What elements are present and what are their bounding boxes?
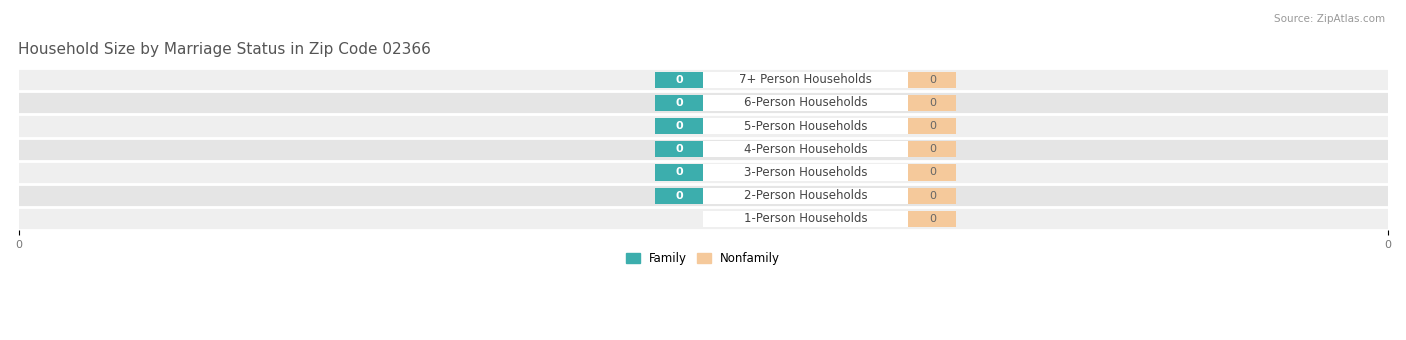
Bar (655, 141, 703, 157)
Bar (703, 71, 908, 88)
Bar (703, 141, 908, 157)
Bar (908, 211, 956, 227)
Bar (703, 211, 908, 227)
Text: 0: 0 (929, 191, 936, 201)
Text: Source: ZipAtlas.com: Source: ZipAtlas.com (1274, 14, 1385, 23)
Bar (655, 71, 703, 88)
Bar (18, 68, 1388, 91)
Text: 0: 0 (929, 144, 936, 154)
Text: 0: 0 (929, 98, 936, 108)
Bar (703, 95, 908, 111)
Text: 6-Person Households: 6-Person Households (744, 96, 868, 109)
Bar (703, 164, 908, 181)
Bar (18, 138, 1388, 161)
Bar (18, 161, 1388, 184)
Bar (655, 187, 703, 204)
Text: 0: 0 (929, 75, 936, 85)
Text: 0: 0 (675, 167, 683, 177)
Bar (655, 164, 703, 181)
Text: 0: 0 (675, 98, 683, 108)
Text: 0: 0 (675, 191, 683, 201)
Text: 3-Person Households: 3-Person Households (744, 166, 868, 179)
Legend: Family, Nonfamily: Family, Nonfamily (621, 248, 785, 270)
Bar (908, 95, 956, 111)
Text: 5-Person Households: 5-Person Households (744, 120, 868, 133)
Bar (908, 164, 956, 181)
Bar (18, 91, 1388, 115)
Bar (908, 141, 956, 157)
Bar (655, 118, 703, 134)
Bar (703, 118, 908, 134)
Text: 0: 0 (929, 167, 936, 177)
Text: 2-Person Households: 2-Person Households (744, 189, 868, 202)
Text: Household Size by Marriage Status in Zip Code 02366: Household Size by Marriage Status in Zip… (18, 42, 432, 57)
Bar (703, 187, 908, 204)
Bar (18, 207, 1388, 231)
Bar (908, 118, 956, 134)
Bar (908, 71, 956, 88)
Bar (908, 187, 956, 204)
Text: 1-Person Households: 1-Person Households (744, 212, 868, 225)
Text: 0: 0 (929, 214, 936, 224)
Bar (655, 95, 703, 111)
Text: 0: 0 (929, 121, 936, 131)
Text: 7+ Person Households: 7+ Person Households (740, 73, 872, 86)
Text: 0: 0 (675, 144, 683, 154)
Bar (18, 184, 1388, 207)
Text: 4-Person Households: 4-Person Households (744, 143, 868, 156)
Bar (18, 115, 1388, 138)
Text: 0: 0 (675, 121, 683, 131)
Text: 0: 0 (675, 75, 683, 85)
